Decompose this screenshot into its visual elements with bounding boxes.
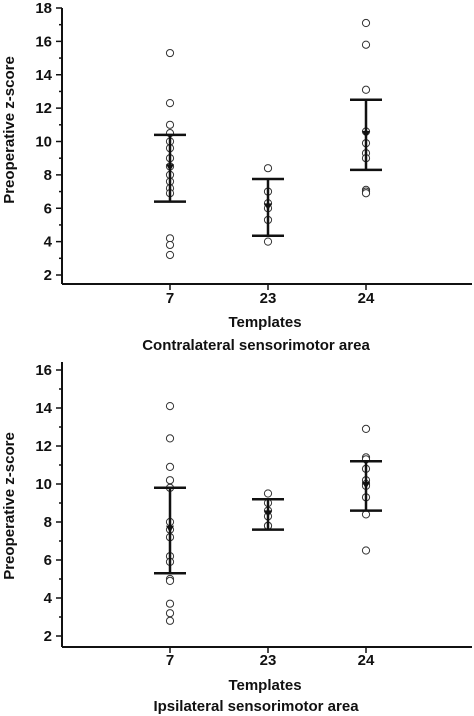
y-tick-label: 6: [44, 200, 52, 217]
y-tick-label: 18: [35, 0, 52, 17]
x-tick-label: 7: [166, 652, 174, 669]
x-tick-label: 24: [358, 652, 375, 669]
y-tick-label: 6: [44, 552, 52, 569]
y-tick-label: 12: [35, 438, 52, 455]
mean-marker: [166, 525, 174, 533]
y-tick-label: 10: [35, 134, 52, 151]
y-tick-label: 8: [44, 514, 52, 531]
mean-marker: [264, 510, 272, 518]
data-point: [165, 240, 175, 250]
data-point: [165, 120, 175, 129]
data-point: [165, 250, 175, 260]
data-point: [263, 489, 273, 498]
data-point: [165, 576, 175, 586]
x-tick-label: 24: [358, 290, 375, 307]
mean-marker: [264, 203, 272, 211]
data-point: [361, 85, 371, 94]
data-point: [361, 40, 371, 49]
mean-marker: [362, 481, 370, 489]
y-tick-label: 2: [44, 267, 52, 284]
y-tick-label: 12: [35, 100, 52, 117]
data-point: [263, 164, 273, 173]
mean-marker: [362, 130, 370, 138]
y-tick-label: 10: [35, 476, 52, 493]
data-point: [165, 462, 175, 471]
chart-subtitle: Contralateral sensorimotor area: [142, 337, 370, 354]
data-point: [165, 434, 175, 443]
data-point: [263, 237, 273, 246]
y-axis-title: Preoperative z-score: [1, 432, 18, 580]
data-point: [165, 476, 175, 485]
y-tick-label: 16: [35, 362, 52, 379]
x-axis-title: Templates: [228, 314, 301, 331]
data-point: [165, 609, 175, 618]
data-point: [165, 599, 175, 608]
data-point: [165, 99, 175, 108]
data-point: [165, 48, 175, 58]
data-point: [361, 18, 371, 28]
x-tick-label: 7: [166, 290, 174, 307]
data-point: [165, 402, 175, 411]
y-tick-label: 16: [35, 33, 52, 50]
x-axis-title: Templates: [228, 677, 301, 694]
y-tick-label: 4: [44, 234, 53, 251]
y-tick-label: 8: [44, 167, 52, 184]
data-point: [361, 546, 371, 555]
mean-marker: [166, 164, 174, 172]
data-point: [361, 424, 371, 433]
x-tick-label: 23: [260, 290, 277, 307]
data-point: [165, 616, 175, 625]
data-point: [361, 510, 371, 519]
y-tick-label: 2: [44, 628, 52, 645]
y-tick-label: 14: [35, 67, 52, 84]
y-tick-label: 14: [35, 400, 52, 417]
y-axis-title: Preoperative z-score: [1, 56, 18, 204]
y-tick-label: 4: [44, 590, 53, 607]
data-point: [361, 189, 371, 198]
x-tick-label: 23: [260, 652, 277, 669]
chart-subtitle: Ipsilateral sensorimotor area: [153, 698, 359, 715]
data-point: [165, 234, 175, 243]
